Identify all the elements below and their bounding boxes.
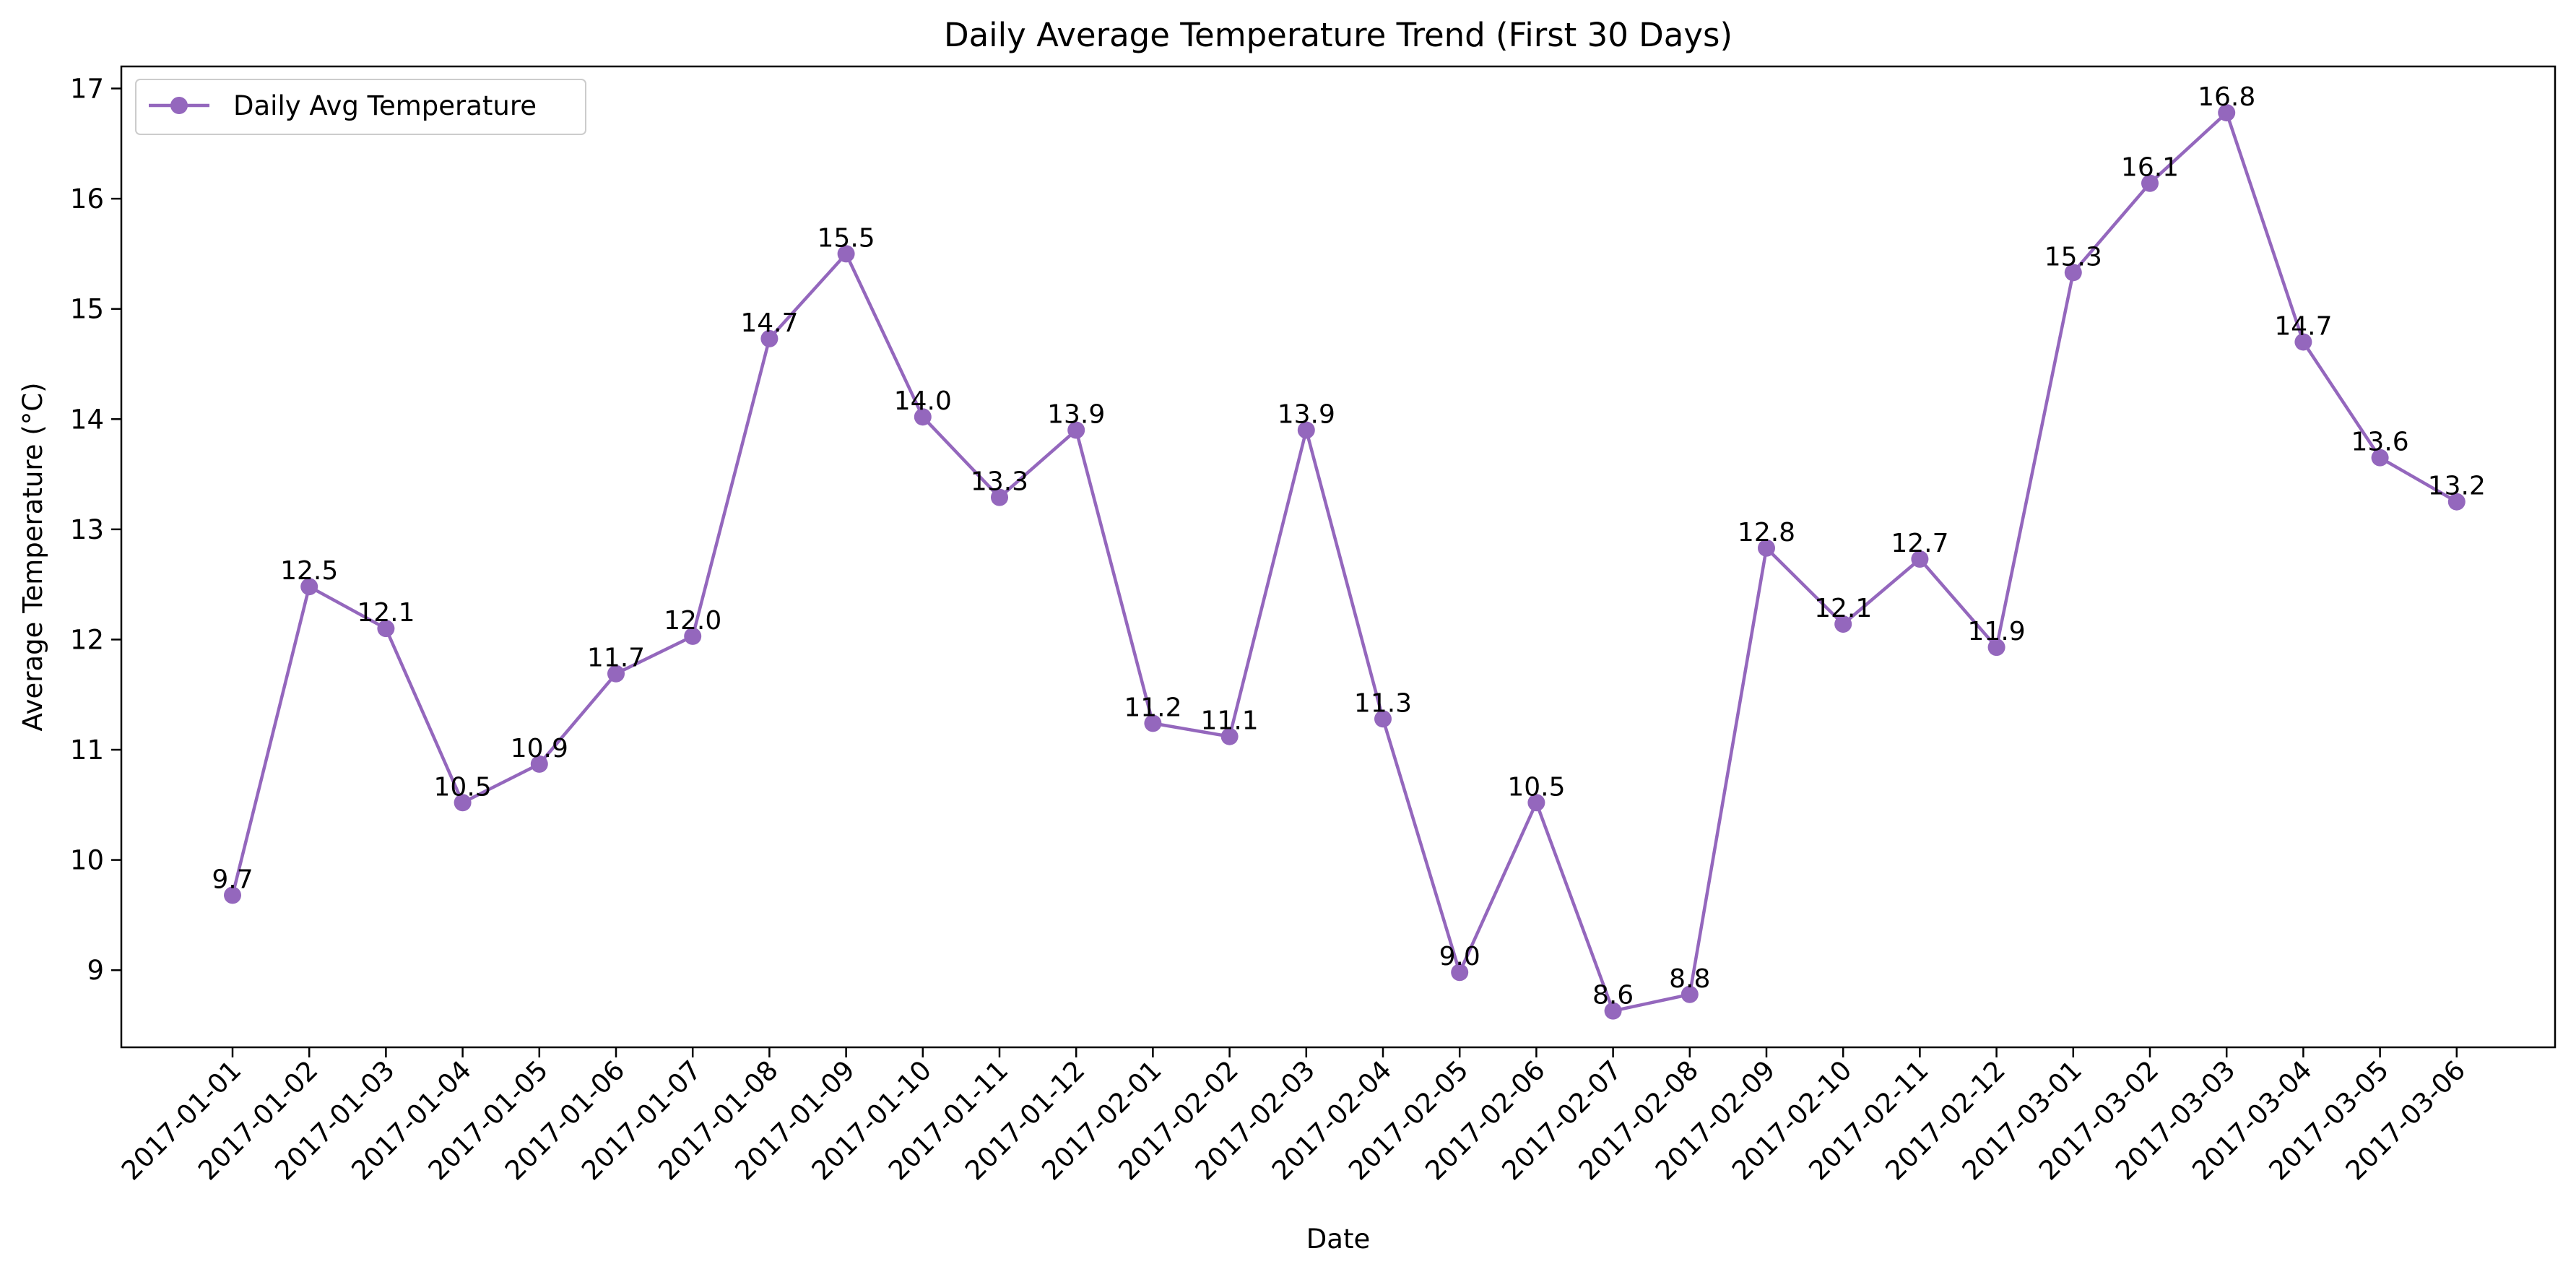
chart-title: Daily Average Temperature Trend (First 3…: [944, 16, 1732, 54]
y-tick-label: 16: [70, 183, 104, 215]
y-tick-label: 11: [70, 735, 104, 766]
y-tick-label: 15: [70, 294, 104, 325]
y-axis-ticks: 9 10 11 12 13 14 15 16 17: [70, 74, 121, 986]
legend-marker: [170, 97, 188, 114]
data-label: 16.8: [2198, 82, 2255, 112]
data-point: [1834, 615, 1852, 633]
data-label: 9.7: [212, 865, 253, 894]
data-point: [1297, 421, 1315, 439]
data-point: [2218, 104, 2236, 122]
data-label: 14.7: [740, 308, 798, 338]
data-label: 13.3: [971, 467, 1028, 497]
y-tick-label: 13: [70, 514, 104, 545]
data-label: 13.9: [1278, 400, 1335, 430]
data-label: 12.5: [280, 556, 338, 586]
data-label: 8.6: [1592, 981, 1634, 1010]
data-point: [2064, 264, 2082, 282]
data-label: 10.5: [434, 772, 492, 802]
data-label: 11.9: [1968, 617, 2026, 646]
data-label: 12.0: [664, 606, 721, 636]
data-point: [1758, 539, 1775, 557]
data-label: 12.7: [1891, 529, 1948, 558]
data-point: [607, 665, 625, 683]
legend: Daily Avg Temperature: [135, 79, 586, 135]
data-label: 13.9: [1047, 400, 1105, 430]
legend-box: [135, 79, 586, 135]
series-line: [230, 111, 2458, 1013]
data-label: 11.7: [587, 644, 645, 673]
data-point: [1220, 727, 1239, 745]
data-label: 11.2: [1124, 693, 1181, 722]
data-label: 14.7: [2274, 311, 2332, 341]
data-label: 12.1: [1814, 594, 1872, 623]
data-label: 15.5: [818, 223, 875, 253]
data-label: 10.9: [511, 734, 568, 763]
x-axis-ticks: 2017-01-012017-01-022017-01-032017-01-04…: [116, 1047, 2471, 1186]
data-point: [377, 620, 395, 638]
data-point: [914, 408, 932, 426]
data-label: 12.8: [1738, 518, 1795, 547]
data-label: 10.5: [1507, 772, 1565, 802]
data-point: [1144, 714, 1162, 732]
data-point: [2447, 493, 2466, 511]
data-point: [1067, 421, 1085, 439]
data-label: 13.2: [2428, 472, 2486, 501]
data-label: 11.3: [1354, 688, 1412, 718]
data-point: [837, 245, 855, 263]
y-tick-label: 12: [70, 624, 104, 655]
data-label: 9.0: [1439, 942, 1480, 971]
data-point: [760, 329, 779, 347]
data-point: [684, 627, 702, 645]
data-label: 11.1: [1201, 706, 1259, 736]
data-label: 16.1: [2121, 153, 2179, 183]
data-point: [1987, 638, 2005, 657]
y-tick-label: 14: [70, 404, 104, 435]
data-label: 15.3: [2044, 242, 2102, 272]
y-tick-label: 9: [87, 955, 104, 986]
x-axis-label: Date: [1306, 1224, 1370, 1255]
data-point: [454, 794, 472, 812]
data-point: [2141, 174, 2159, 192]
data-point: [991, 488, 1008, 506]
plot-area: [120, 65, 2557, 1049]
data-point: [2371, 449, 2389, 467]
data-point: [1911, 550, 1929, 568]
data-label: 14.0: [894, 386, 952, 416]
data-point: [1604, 1002, 1622, 1020]
data-label: 13.6: [2351, 428, 2409, 457]
y-axis-label: Average Temperature (°C): [17, 382, 48, 731]
data-label: 8.8: [1669, 964, 1710, 994]
data-point: [1374, 710, 1392, 728]
data-point: [1451, 964, 1469, 982]
y-tick-label: 17: [70, 74, 104, 105]
data-point: [530, 755, 548, 773]
series-group: 9.7 12.5 12.1 10.5 10.9 11.7 12.0 14.7 15.5 14.0 1…: [212, 82, 2486, 1020]
y-tick-label: 10: [70, 845, 104, 876]
data-point: [224, 886, 241, 904]
data-point: [1527, 794, 1545, 812]
data-label: 12.1: [357, 598, 415, 628]
data-point: [1681, 985, 1699, 1003]
data-point: [2294, 333, 2312, 351]
data-point: [300, 578, 318, 596]
legend-entry: Daily Avg Temperature: [233, 90, 537, 121]
